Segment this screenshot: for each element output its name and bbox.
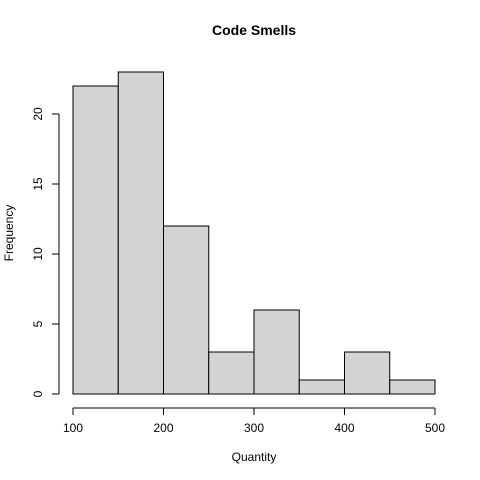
histogram-bar-150-200 xyxy=(117,71,164,395)
y-axis: 0 5 10 15 20 xyxy=(31,107,60,397)
y-tick-label: 0 xyxy=(31,390,45,397)
histogram-bar-350-400 xyxy=(298,379,345,395)
x-axis: 100 200 300 400 500 xyxy=(63,407,445,435)
x-tick-label: 500 xyxy=(425,421,445,435)
x-tick-label: 100 xyxy=(63,421,83,435)
y-tick-label: 15 xyxy=(31,177,45,191)
y-tick-label: 10 xyxy=(31,247,45,261)
histogram-bar-100-150 xyxy=(72,85,119,395)
x-axis-label: Quantity xyxy=(232,450,277,464)
chart-title: Code Smells xyxy=(212,22,296,38)
histogram-bar-450-500 xyxy=(389,379,436,395)
x-tick-label: 200 xyxy=(153,421,173,435)
x-tick-label: 400 xyxy=(334,421,354,435)
y-tick-label: 5 xyxy=(31,320,45,327)
histogram-bar-250-300 xyxy=(208,351,255,395)
histogram-bar-200-250 xyxy=(163,225,210,395)
bars-group xyxy=(72,71,436,395)
histogram-bar-300-350 xyxy=(253,309,300,395)
y-tick-label: 20 xyxy=(31,107,45,121)
y-axis-label: Frequency xyxy=(2,205,16,262)
x-tick-label: 300 xyxy=(244,421,264,435)
histogram-bar-400-450 xyxy=(344,351,391,395)
